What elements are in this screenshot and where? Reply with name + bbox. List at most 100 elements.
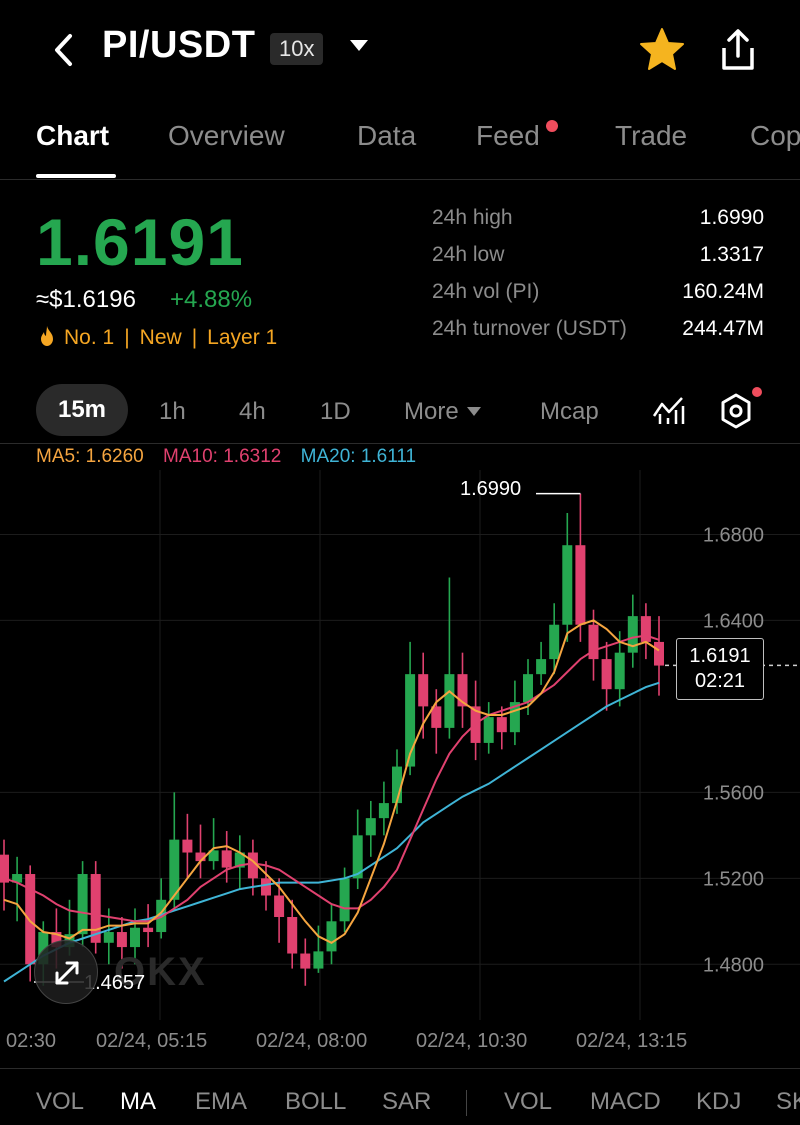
favorite-star-icon[interactable] — [638, 26, 686, 74]
candle-body — [654, 641, 664, 666]
mcap-button[interactable]: Mcap — [540, 398, 599, 425]
notification-dot — [752, 387, 762, 397]
candle-body — [339, 878, 350, 922]
tab-feed[interactable]: Feed — [476, 120, 540, 151]
candle-body — [116, 932, 127, 948]
candle-body — [352, 835, 363, 879]
interval-1d[interactable]: 1D — [320, 398, 351, 425]
pair-title[interactable]: PI/USDT — [102, 24, 256, 66]
candle-body — [536, 659, 547, 675]
divider — [0, 443, 800, 444]
candle-body — [143, 927, 154, 933]
interval-15m[interactable]: 15m — [36, 384, 128, 436]
leverage-badge[interactable]: 10x — [270, 33, 324, 65]
candle-body — [247, 852, 258, 879]
candle-body — [588, 624, 599, 660]
chevron-down-icon[interactable] — [350, 40, 368, 51]
ma10-label: MA10: 1.6312 — [163, 446, 282, 467]
stat-value: 1.6990 — [699, 206, 764, 229]
y-tick-label: 1.4800 — [703, 954, 764, 976]
indicator-macd[interactable]: MACD — [590, 1088, 661, 1115]
candle-body — [418, 674, 429, 707]
more-intervals-button[interactable]: More — [404, 398, 481, 426]
stat-row: 24h low 1.3317 — [432, 243, 764, 280]
divider — [466, 1090, 467, 1116]
x-tick: 02/24, 13:15 — [576, 1030, 688, 1052]
max-price-label: 1.6990 — [460, 478, 522, 500]
expand-button[interactable] — [34, 940, 98, 1004]
y-tick-label: 1.5600 — [703, 782, 764, 804]
candle-body — [103, 932, 114, 943]
candlestick-chart[interactable]: 1.4800 1.5200 1.5600 1.6400 1.6800 — [0, 470, 800, 1020]
candle-body — [169, 839, 180, 900]
indicator-ema[interactable]: EMA — [195, 1088, 248, 1115]
candle-body — [195, 852, 206, 862]
expand-icon — [55, 961, 79, 985]
share-icon[interactable] — [716, 26, 760, 74]
candle-body — [51, 932, 62, 948]
ma5-line — [3, 619, 660, 944]
candle-body — [457, 674, 468, 707]
last-price: 1.6191 — [36, 205, 244, 279]
candle-body — [300, 953, 311, 969]
candle-body — [431, 706, 442, 728]
tags-row: No. 1 | New | Layer 1 — [38, 325, 277, 350]
interval-1h[interactable]: 1h — [159, 398, 186, 425]
candle-body — [378, 803, 389, 819]
candle-body — [405, 674, 416, 767]
usd-price: ≈$1.6196 — [36, 286, 136, 313]
stats-panel: 24h high 1.6990 24h low 1.3317 24h vol (… — [432, 206, 764, 354]
x-tick: 02:30 — [6, 1030, 57, 1052]
price-change: +4.88% — [170, 286, 253, 313]
active-tab-indicator — [36, 174, 116, 178]
stat-row: 24h high 1.6990 — [432, 206, 764, 243]
indicator-icon[interactable] — [652, 394, 686, 426]
indicator-sar[interactable]: SAR — [382, 1088, 432, 1115]
candle-body — [509, 702, 520, 733]
candle-body — [562, 545, 573, 625]
settings-icon[interactable] — [718, 392, 754, 430]
candle-body — [274, 895, 285, 917]
indicator-boll[interactable]: BOLL — [285, 1088, 347, 1115]
indicator-bar: VOL MA EMA BOLL SAR VOL MACD KDJ SK — [0, 1088, 800, 1125]
tab-overview[interactable]: Overview — [168, 120, 285, 151]
indicator-vol-sub[interactable]: VOL — [504, 1088, 553, 1115]
interval-4h[interactable]: 4h — [239, 398, 266, 425]
candle-body — [614, 652, 625, 690]
y-tick-label: 1.6800 — [703, 524, 764, 546]
fire-icon — [41, 326, 53, 346]
stat-row: 24h vol (PI) 160.24M — [432, 280, 764, 317]
current-price-tag[interactable]: 1.6191 02:21 — [676, 638, 764, 700]
stat-row: 24h turnover (USDT) 244.47M — [432, 317, 764, 354]
tab-bar: Chart Overview Data Feed Trade Cop — [0, 100, 800, 180]
tab-chart[interactable]: Chart — [36, 120, 110, 151]
candle-body — [523, 674, 533, 703]
candle-body — [12, 874, 23, 883]
divider — [0, 1068, 800, 1069]
tab-copy[interactable]: Cop — [750, 120, 800, 151]
y-tick-label: 1.6400 — [703, 610, 764, 632]
indicator-vol[interactable]: VOL — [36, 1088, 85, 1115]
stat-value: 244.47M — [682, 317, 764, 340]
interval-bar: 15m 1h 4h 1D More Mcap — [0, 384, 800, 440]
new-tag[interactable]: New — [139, 326, 182, 349]
candle-body — [627, 616, 638, 653]
indicator-sk[interactable]: SK — [776, 1088, 800, 1115]
candle-body — [549, 624, 560, 660]
candle-body — [575, 545, 586, 625]
candle-countdown: 02:21 — [694, 670, 746, 692]
candle-body — [640, 616, 651, 642]
indicator-ma[interactable]: MA — [120, 1088, 156, 1115]
tab-trade[interactable]: Trade — [615, 120, 688, 151]
candle-body — [496, 717, 507, 733]
candle-body — [392, 766, 402, 804]
ma20-line — [3, 681, 660, 983]
stat-value: 1.3317 — [699, 243, 764, 266]
tab-data[interactable]: Data — [357, 120, 417, 151]
layer-tag[interactable]: Layer 1 — [207, 326, 278, 349]
min-price-label: 1.4657 — [84, 972, 146, 994]
indicator-kdj[interactable]: KDJ — [696, 1088, 742, 1115]
rank-tag[interactable]: No. 1 — [64, 326, 115, 349]
back-arrow-icon[interactable] — [48, 30, 78, 70]
candle-body — [77, 874, 88, 935]
